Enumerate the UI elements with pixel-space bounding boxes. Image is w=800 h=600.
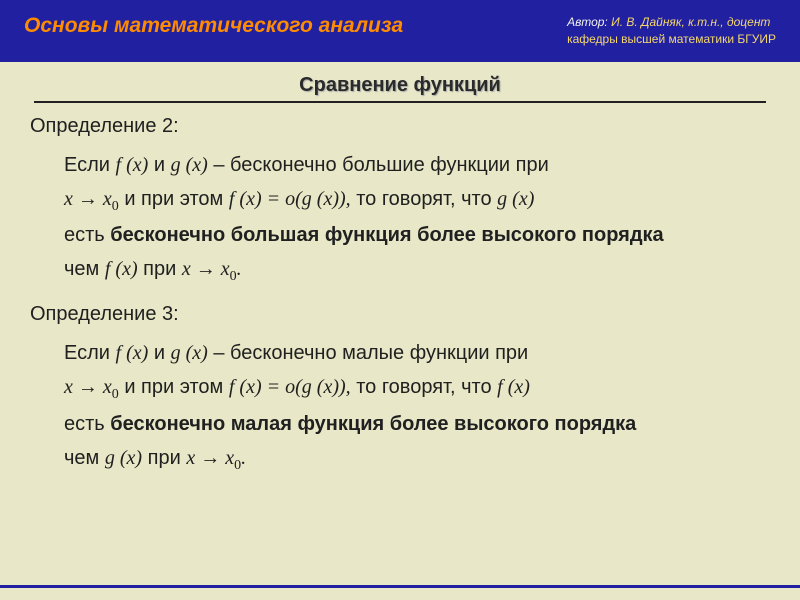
math-eq: f (x) = o(g (x)), bbox=[229, 376, 351, 398]
definition-2-label: Определение 2: bbox=[30, 115, 780, 138]
text-bold: бесконечно малая функция более высокого … bbox=[110, 413, 636, 435]
text: и при этом bbox=[119, 188, 229, 210]
math-gx: g (x) bbox=[171, 154, 208, 176]
math-sub: 0 bbox=[230, 269, 237, 284]
text-bold: бесконечно большая функция более высоког… bbox=[110, 224, 663, 246]
text: есть bbox=[64, 413, 110, 435]
author-line1: Автор: И. В. Дайняк, к.т.н., доцент bbox=[567, 14, 776, 31]
math-sub: 0 bbox=[112, 199, 119, 214]
text: – бесконечно малые функции при bbox=[208, 342, 528, 364]
text: и bbox=[148, 154, 170, 176]
math-sub: 0 bbox=[112, 387, 119, 402]
definition-3-body: Если f (x) и g (x) – бесконечно малые фу… bbox=[64, 336, 760, 478]
header-bar: Основы математического анализа Автор: И.… bbox=[0, 0, 800, 62]
math-arrow: x → x bbox=[186, 447, 234, 469]
author-dept: кафедры высшей математики БГУИР bbox=[567, 31, 776, 48]
author-name: И. В. Дайняк, к.т.н., доцент bbox=[611, 15, 770, 29]
text: чем bbox=[64, 447, 105, 469]
text: есть bbox=[64, 224, 110, 246]
text: при bbox=[142, 447, 186, 469]
math-arrow: x → x bbox=[64, 376, 112, 398]
math-arrow: x → x bbox=[182, 258, 230, 280]
math-fx: f (x) bbox=[116, 154, 149, 176]
text: – бесконечно большие функции при bbox=[208, 154, 549, 176]
text: чем bbox=[64, 258, 105, 280]
text: Если bbox=[64, 154, 116, 176]
math-dot: . bbox=[237, 258, 242, 280]
text: и bbox=[148, 342, 170, 364]
math-eq: f (x) = o(g (x)), bbox=[229, 188, 351, 210]
section-title: Сравнение функций bbox=[20, 74, 780, 97]
math-fx: f (x) bbox=[105, 258, 138, 280]
footer-bar bbox=[0, 585, 800, 588]
definition-2-body: Если f (x) и g (x) – бесконечно большие … bbox=[64, 148, 760, 290]
text: то говорят, что bbox=[351, 376, 498, 398]
text: при bbox=[138, 258, 182, 280]
math-fx: f (x) bbox=[116, 342, 149, 364]
math-gx: g (x) bbox=[171, 342, 208, 364]
main-title: Основы математического анализа bbox=[24, 14, 403, 38]
author-block: Автор: И. В. Дайняк, к.т.н., доцент кафе… bbox=[567, 14, 776, 48]
title-underline bbox=[34, 101, 766, 103]
math-dot: . bbox=[241, 447, 246, 469]
math-gx: g (x) bbox=[497, 188, 534, 210]
definition-3-label: Определение 3: bbox=[30, 303, 780, 326]
math-arrow: x → x bbox=[64, 188, 112, 210]
author-label: Автор: bbox=[567, 15, 608, 29]
content-area: Сравнение функций Определение 2: Если f … bbox=[0, 62, 800, 512]
math-fx: f (x) bbox=[497, 376, 530, 398]
text: то говорят, что bbox=[351, 188, 498, 210]
text: Если bbox=[64, 342, 116, 364]
math-gx: g (x) bbox=[105, 447, 142, 469]
text: и при этом bbox=[119, 376, 229, 398]
